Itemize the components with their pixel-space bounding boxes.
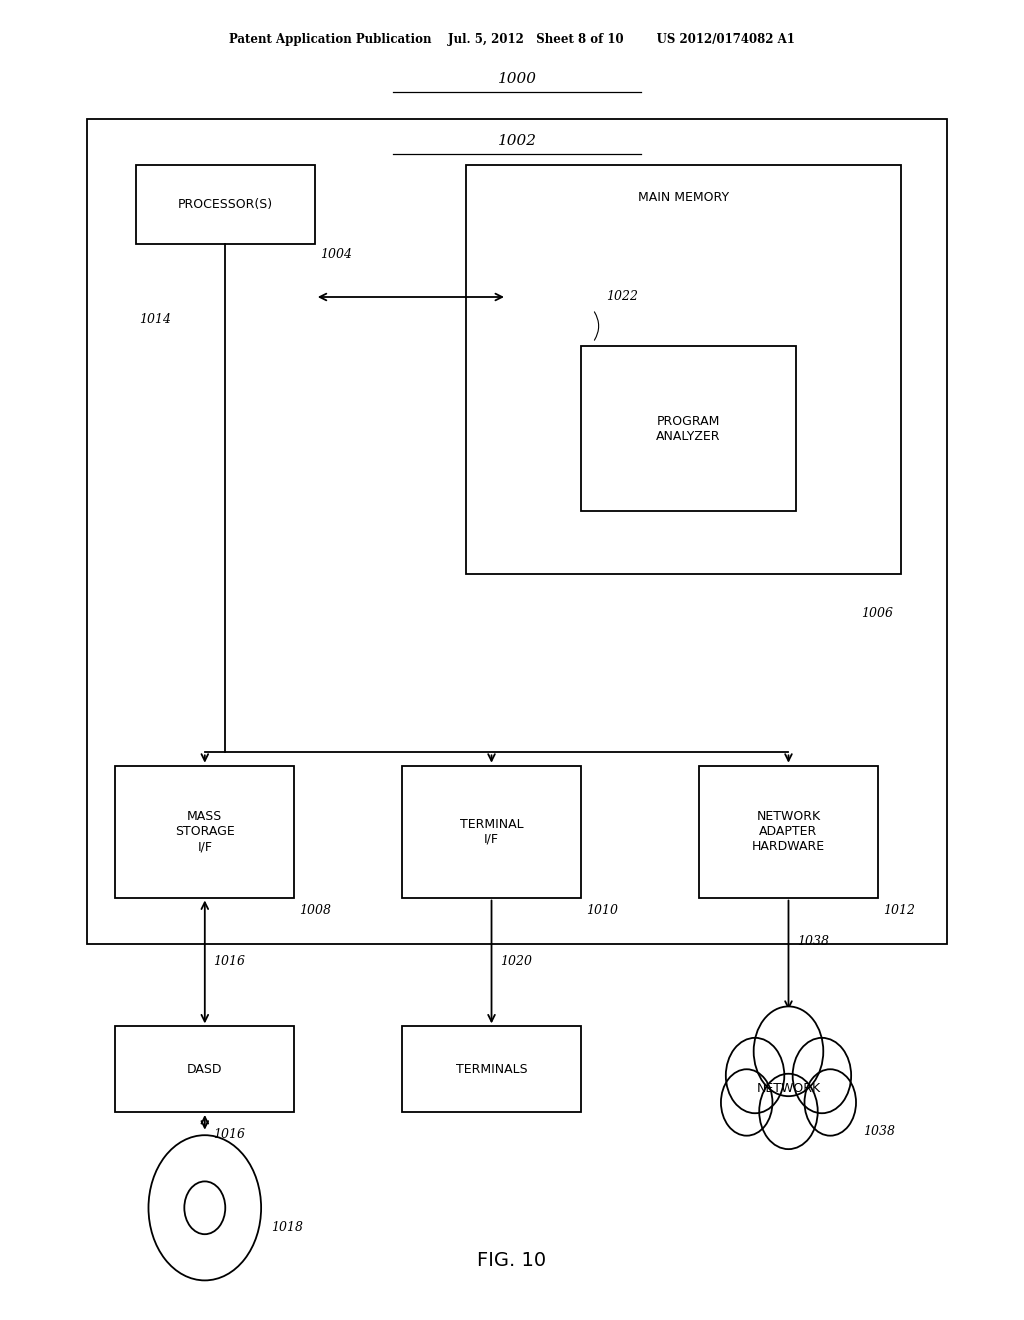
Circle shape: [754, 1006, 823, 1096]
Text: 1004: 1004: [319, 248, 352, 261]
FancyBboxPatch shape: [87, 119, 947, 944]
Text: 1020: 1020: [500, 956, 531, 969]
Circle shape: [148, 1135, 261, 1280]
Text: 1012: 1012: [883, 904, 915, 917]
Text: 1002: 1002: [498, 133, 537, 148]
FancyBboxPatch shape: [466, 165, 901, 574]
Text: TERMINALS: TERMINALS: [456, 1063, 527, 1076]
FancyBboxPatch shape: [135, 165, 315, 244]
FancyBboxPatch shape: [581, 346, 796, 511]
Circle shape: [805, 1069, 856, 1135]
Text: FIG. 10: FIG. 10: [477, 1251, 547, 1270]
Text: NETWORK
ADAPTER
HARDWARE: NETWORK ADAPTER HARDWARE: [752, 810, 825, 853]
Text: 1006: 1006: [861, 607, 893, 620]
Text: MASS
STORAGE
I/F: MASS STORAGE I/F: [175, 810, 234, 853]
Text: 1008: 1008: [299, 904, 332, 917]
Text: NETWORK: NETWORK: [757, 1082, 820, 1096]
FancyBboxPatch shape: [401, 1027, 581, 1111]
Text: 1016: 1016: [213, 956, 245, 969]
Circle shape: [721, 1069, 772, 1135]
Text: TERMINAL
I/F: TERMINAL I/F: [460, 817, 523, 846]
Text: 1022: 1022: [606, 290, 638, 302]
Circle shape: [793, 1038, 851, 1113]
Text: 1038: 1038: [863, 1125, 895, 1138]
Text: PROGRAM
ANALYZER: PROGRAM ANALYZER: [656, 414, 720, 444]
Text: Patent Application Publication    Jul. 5, 2012   Sheet 8 of 10        US 2012/01: Patent Application Publication Jul. 5, 2…: [229, 33, 795, 46]
Text: PROCESSOR(S): PROCESSOR(S): [178, 198, 272, 211]
Circle shape: [759, 1073, 818, 1150]
Text: 1016: 1016: [213, 1127, 245, 1140]
Text: MAIN MEMORY: MAIN MEMORY: [638, 191, 729, 205]
FancyBboxPatch shape: [116, 766, 295, 898]
Text: 1010: 1010: [586, 904, 618, 917]
FancyBboxPatch shape: [698, 766, 878, 898]
Text: 1018: 1018: [271, 1221, 303, 1234]
FancyBboxPatch shape: [116, 1027, 295, 1111]
Text: 1000: 1000: [498, 71, 537, 86]
Circle shape: [726, 1038, 784, 1113]
Circle shape: [184, 1181, 225, 1234]
Text: DASD: DASD: [187, 1063, 222, 1076]
Text: 1014: 1014: [139, 313, 171, 326]
FancyBboxPatch shape: [401, 766, 581, 898]
Text: 1038: 1038: [797, 935, 828, 948]
